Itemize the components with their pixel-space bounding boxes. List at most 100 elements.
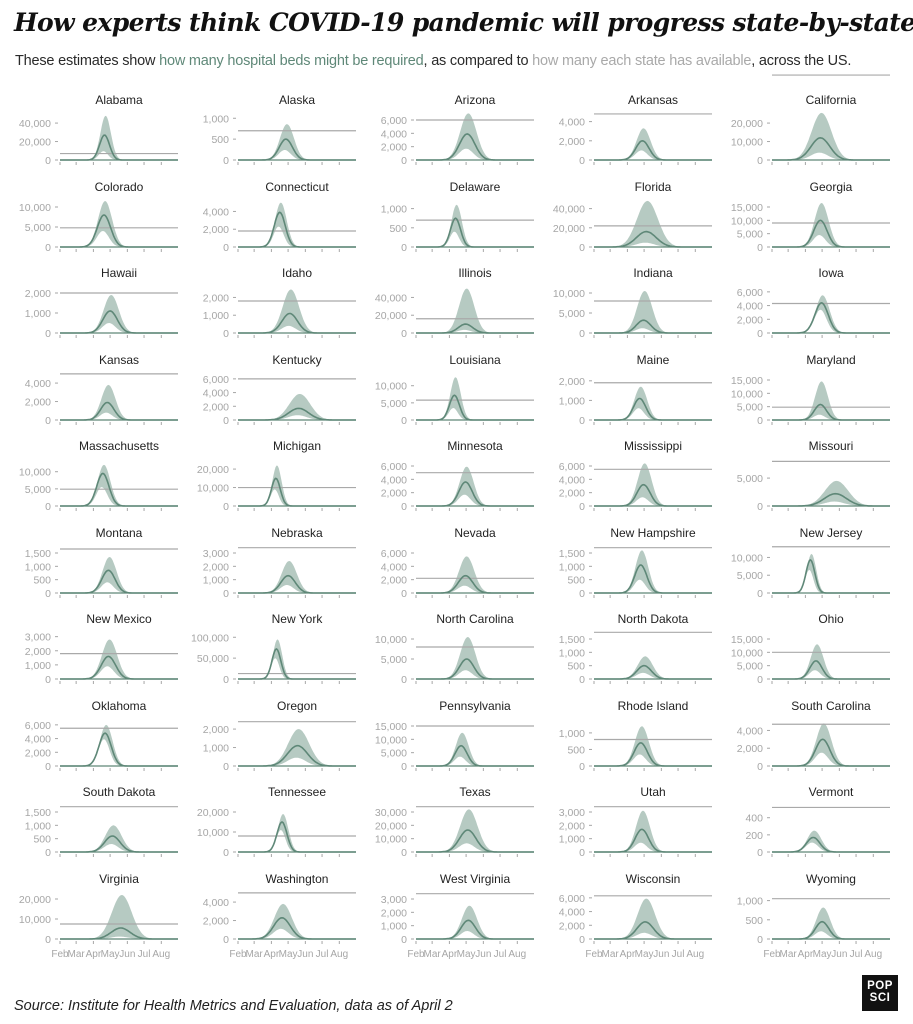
state-title: New Jersey: [800, 526, 863, 540]
y-tick-label: 0: [579, 847, 585, 859]
uncertainty-band: [416, 809, 534, 852]
state-title: Georgia: [810, 180, 853, 194]
required-beds-line: [416, 133, 534, 161]
y-tick-label: 1,500: [559, 634, 585, 646]
y-tick-label: 15,000: [731, 634, 763, 646]
uncertainty-band: [594, 810, 712, 852]
y-tick-label: 0: [757, 328, 763, 340]
y-tick-label: 4,000: [203, 206, 229, 218]
y-tick-label: 2,000: [203, 724, 229, 736]
uncertainty-band: [416, 732, 534, 766]
y-tick-label: 5,000: [737, 570, 763, 582]
x-tick-label: Jun: [475, 949, 491, 960]
subtitle-suffix: , across the US.: [751, 53, 852, 69]
y-tick-label: 0: [45, 501, 51, 513]
x-tick-label: Jul: [672, 949, 685, 960]
state-panel-arkansas: Arkansas 0 2,000 4,000: [559, 93, 712, 167]
uncertainty-band: [60, 295, 178, 333]
y-tick-label: 20,000: [731, 118, 763, 130]
x-tick-label: Aug: [508, 949, 526, 960]
y-tick-label: 20,000: [375, 820, 407, 832]
subtitle-required-highlight: how many hospital beds might be required: [159, 53, 424, 69]
x-tick-label: Feb: [763, 949, 781, 960]
y-tick-label: 500: [567, 575, 585, 587]
state-title: Minnesota: [447, 439, 503, 453]
y-tick-label: 500: [33, 834, 51, 846]
required-beds-line: [238, 744, 356, 767]
uncertainty-band: [772, 553, 890, 593]
y-tick-label: 5,000: [381, 748, 407, 760]
y-tick-label: 10,000: [375, 734, 407, 746]
y-tick-label: 10,000: [731, 552, 763, 564]
required-beds-line: [772, 136, 890, 161]
state-panel-north-carolina: North Carolina 0 5,000 10,000: [375, 612, 534, 686]
x-tick-label: Apr: [442, 949, 458, 960]
state-title: Wyoming: [806, 872, 856, 886]
state-title: Montana: [96, 526, 143, 540]
uncertainty-band: [238, 814, 356, 852]
y-tick-label: 1,000: [381, 204, 407, 216]
uncertainty-band: [60, 201, 178, 247]
state-title: Idaho: [282, 266, 312, 280]
state-panel-michigan: Michigan 0 10,000 20,000: [197, 439, 356, 513]
y-tick-label: 4,000: [25, 734, 51, 746]
x-tick-label: Jun: [297, 949, 313, 960]
y-tick-label: 20,000: [553, 223, 585, 235]
state-title: North Dakota: [618, 612, 689, 626]
state-title: Michigan: [273, 439, 321, 453]
y-tick-label: 50,000: [197, 653, 229, 665]
y-tick-label: 0: [757, 761, 763, 773]
x-tick-label: Apr: [798, 949, 814, 960]
uncertainty-band: [772, 381, 890, 420]
y-tick-label: 6,000: [381, 461, 407, 473]
y-tick-label: 0: [45, 761, 51, 773]
y-tick-label: 500: [745, 915, 763, 927]
y-tick-label: 5,000: [737, 402, 763, 414]
state-title: South Carolina: [791, 699, 871, 713]
required-beds-line: [594, 564, 712, 594]
state-title: Rhode Island: [618, 699, 689, 713]
x-tick-label: Mar: [424, 949, 442, 960]
y-tick-label: 1,000: [737, 896, 763, 908]
uncertainty-band: [772, 295, 890, 333]
y-tick-label: 10,000: [375, 381, 407, 393]
y-tick-label: 10,000: [19, 914, 51, 926]
x-tick-label: Mar: [602, 949, 620, 960]
state-title: New Mexico: [86, 612, 152, 626]
required-beds-line: [238, 916, 356, 940]
y-tick-label: 0: [757, 847, 763, 859]
x-tick-label: Jun: [119, 949, 135, 960]
y-tick-label: 0: [401, 328, 407, 340]
y-tick-label: 0: [757, 934, 763, 946]
y-tick-label: 10,000: [375, 834, 407, 846]
y-tick-label: 0: [223, 155, 229, 167]
y-tick-label: 500: [33, 575, 51, 587]
y-tick-label: 400: [745, 813, 763, 825]
state-panel-florida: Florida 0 20,000 40,000: [553, 180, 712, 254]
y-tick-label: 20,000: [19, 137, 51, 149]
uncertainty-band: [594, 291, 712, 333]
state-title: Vermont: [809, 785, 854, 799]
y-tick-label: 40,000: [553, 204, 585, 216]
required-beds-line: [238, 407, 356, 421]
uncertainty-band: [594, 550, 712, 593]
y-tick-label: 1,000: [559, 834, 585, 846]
state-title: South Dakota: [83, 785, 156, 799]
y-tick-label: 5,000: [25, 484, 51, 496]
y-tick-label: 3,000: [25, 632, 51, 644]
y-tick-label: 1,000: [559, 561, 585, 573]
y-tick-label: 0: [223, 761, 229, 773]
state-title: Wisconsin: [626, 872, 681, 886]
y-tick-label: 0: [757, 155, 763, 167]
state-title: Tennessee: [268, 785, 326, 799]
state-title: Connecticut: [265, 180, 329, 194]
state-panel-oregon: Oregon 0 1,000 2,000: [203, 699, 356, 773]
uncertainty-band: [238, 561, 356, 593]
